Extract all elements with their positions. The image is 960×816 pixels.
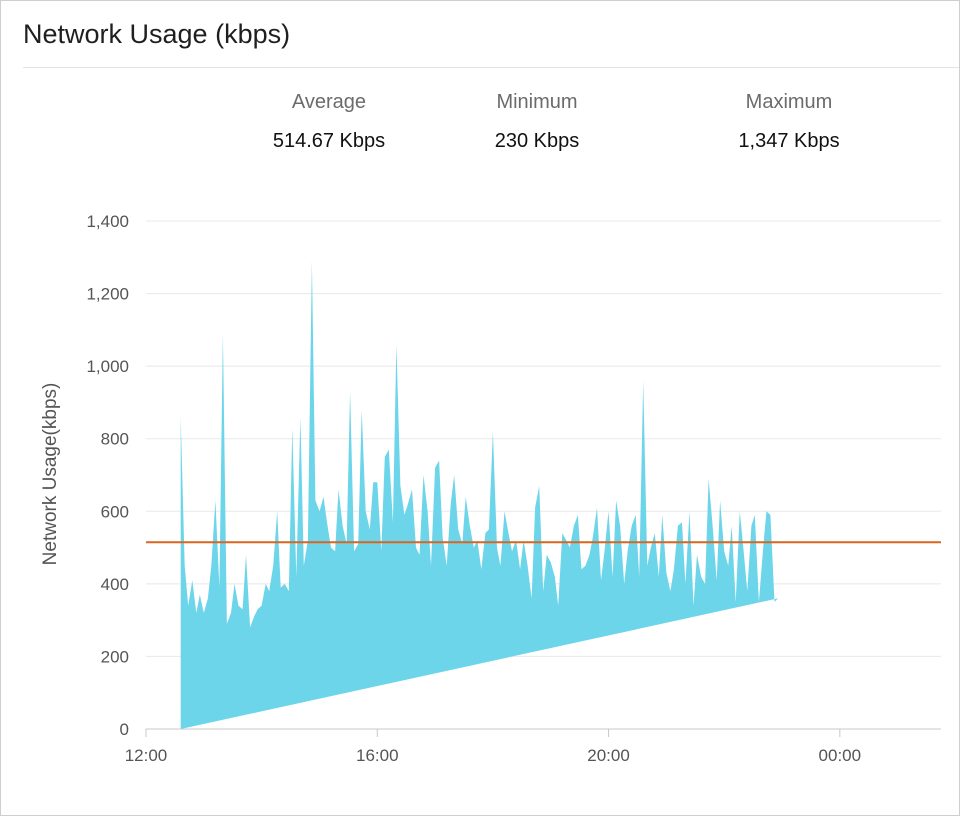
stat-average-value: 514.67 Kbps <box>272 130 386 152</box>
title-divider <box>23 67 959 68</box>
y-tick-label: 1,000 <box>86 357 129 376</box>
y-tick-label: 600 <box>101 502 129 521</box>
x-tick-label: 00:00 <box>819 746 862 765</box>
y-tick-label: 200 <box>101 647 129 666</box>
usage-area-series <box>180 260 778 729</box>
x-tick-label: 16:00 <box>356 746 399 765</box>
x-tick-label: 12:00 <box>125 746 168 765</box>
stat-minimum-label: Minimum <box>496 91 578 113</box>
y-tick-label: 800 <box>101 430 129 449</box>
y-axis-label: Network Usage(kbps) <box>40 383 61 566</box>
stat-maximum: Maximum 1,347 Kbps <box>699 91 879 153</box>
stat-average-label: Average <box>291 91 367 113</box>
stat-minimum-value: 230 Kbps <box>494 130 580 152</box>
y-tick-label: 0 <box>120 720 129 739</box>
stat-maximum-label: Maximum <box>745 91 833 113</box>
y-tick-label: 1,400 <box>86 212 129 231</box>
stat-average: Average 514.67 Kbps <box>239 91 419 153</box>
y-tick-label: 400 <box>101 575 129 594</box>
x-tick-label: 20:00 <box>587 746 630 765</box>
stat-minimum: Minimum 230 Kbps <box>447 91 627 153</box>
widget-title: Network Usage (kbps) <box>23 19 291 49</box>
stat-maximum-value: 1,347 Kbps <box>738 130 840 152</box>
y-tick-label: 1,200 <box>86 285 129 304</box>
